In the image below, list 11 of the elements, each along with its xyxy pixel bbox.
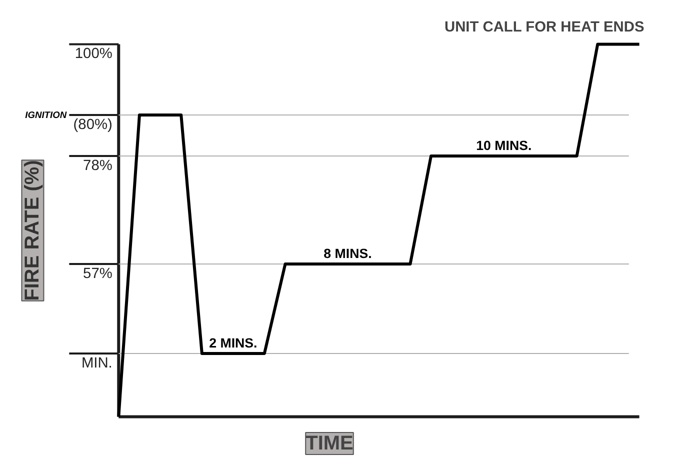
text: 57%	[83, 266, 112, 282]
text: IGNITION	[25, 110, 67, 120]
annotation: 8 MINS.	[324, 246, 372, 262]
annotation: 2 MINS.	[209, 335, 258, 350]
text: 78%	[83, 158, 112, 174]
chart-title: UNIT CALL FOR HEAT ENDS	[444, 20, 644, 36]
text: (80%)	[73, 117, 112, 134]
annotation: 10 MINS.	[476, 138, 532, 153]
text: MIN.	[81, 355, 112, 372]
y-axis-title: FIRE RATE (%)	[22, 160, 44, 301]
text: 100%	[74, 46, 112, 62]
